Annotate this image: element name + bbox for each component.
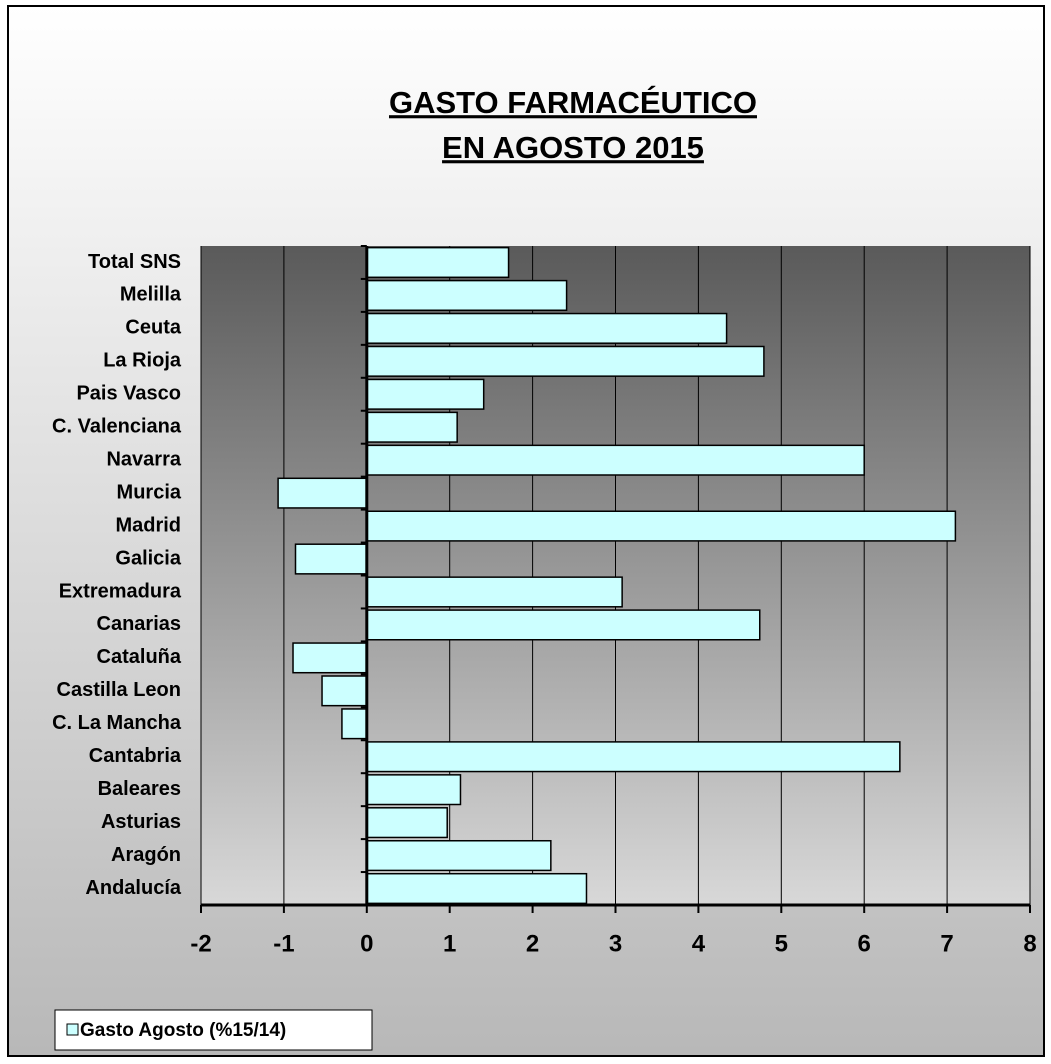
x-tick-label: -2 bbox=[190, 930, 211, 957]
x-tick-label: 3 bbox=[609, 930, 622, 957]
y-tick-label: Andalucía bbox=[85, 877, 181, 899]
bar bbox=[277, 477, 368, 509]
y-tick-label: Navarra bbox=[106, 448, 181, 470]
bar bbox=[292, 642, 368, 674]
bar bbox=[366, 807, 448, 839]
bar bbox=[366, 774, 462, 806]
legend-swatch bbox=[66, 1023, 79, 1036]
bar bbox=[366, 246, 510, 279]
y-tick-label: Castilla Leon bbox=[57, 679, 181, 701]
bar bbox=[366, 510, 957, 542]
x-tick-label: 8 bbox=[1023, 930, 1036, 957]
y-tick-label: Pais Vasco bbox=[76, 383, 181, 405]
x-tick-label: 2 bbox=[526, 930, 539, 957]
chart-title: EN AGOSTO 2015 bbox=[442, 130, 704, 165]
y-tick-label: Melilla bbox=[120, 284, 182, 306]
y-tick-label: Baleares bbox=[98, 778, 181, 800]
y-tick-label: Asturias bbox=[101, 811, 181, 833]
x-tick-label: 0 bbox=[360, 930, 373, 957]
y-tick-label: La Rioja bbox=[103, 350, 182, 372]
x-tick-label: -1 bbox=[273, 930, 294, 957]
y-tick-label: Ceuta bbox=[125, 317, 181, 339]
bar bbox=[366, 411, 458, 443]
x-tick-label: 5 bbox=[775, 930, 788, 957]
x-tick-label: 4 bbox=[692, 930, 706, 957]
y-tick-label: Cataluña bbox=[97, 646, 182, 668]
bar bbox=[366, 741, 901, 773]
bar bbox=[366, 378, 485, 410]
y-tick-label: C. La Mancha bbox=[52, 712, 182, 734]
y-tick-label: Galicia bbox=[115, 547, 181, 569]
x-tick-label: 1 bbox=[443, 930, 456, 957]
legend-label: Gasto Agosto (%15/14) bbox=[80, 1020, 286, 1041]
bar bbox=[366, 609, 761, 641]
bar bbox=[366, 872, 588, 905]
bar bbox=[294, 543, 368, 575]
x-tick-label: 7 bbox=[940, 930, 953, 957]
bar bbox=[366, 576, 623, 608]
chart-title: GASTO FARMACÉUTICO bbox=[389, 85, 757, 120]
bar bbox=[366, 839, 552, 872]
bar bbox=[366, 279, 568, 312]
x-tick-label: 6 bbox=[858, 930, 871, 957]
y-tick-label: Cantabria bbox=[89, 745, 182, 767]
y-tick-label: C. Valenciana bbox=[52, 416, 182, 438]
y-tick-label: Canarias bbox=[97, 613, 182, 635]
y-tick-label: Madrid bbox=[115, 514, 181, 536]
bar bbox=[366, 312, 728, 344]
bar bbox=[366, 345, 765, 377]
y-tick-label: Extremadura bbox=[59, 580, 182, 602]
y-tick-label: Total SNS bbox=[88, 251, 181, 273]
bar bbox=[366, 444, 865, 476]
y-tick-label: Murcia bbox=[117, 481, 182, 503]
bar bbox=[321, 675, 368, 707]
bar bbox=[341, 708, 368, 740]
legend bbox=[54, 1009, 373, 1051]
y-tick-label: Aragón bbox=[111, 844, 181, 866]
